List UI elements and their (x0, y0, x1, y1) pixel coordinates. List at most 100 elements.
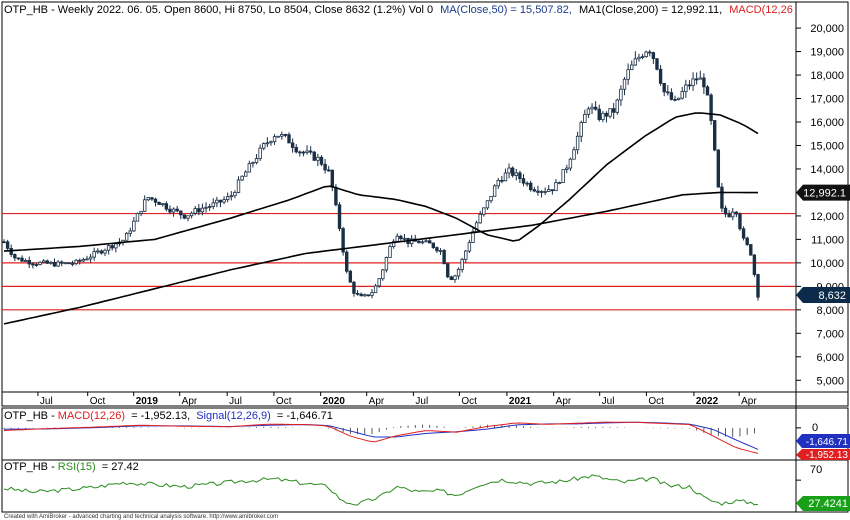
candle (529, 180, 533, 192)
moving-averages (3, 112, 759, 325)
candle-body (471, 231, 475, 243)
candle (355, 290, 360, 296)
candle-body (687, 84, 692, 87)
candle-body (157, 201, 161, 205)
candle-body (731, 211, 735, 218)
candle-body (561, 169, 565, 183)
rsi-line (3, 474, 759, 506)
candle-body (460, 258, 464, 270)
candle (67, 262, 71, 265)
candle (186, 215, 190, 222)
candle (611, 102, 616, 120)
candle (168, 205, 172, 215)
candle (106, 244, 111, 255)
candle (583, 109, 587, 124)
candle-body (565, 167, 569, 171)
candle (251, 161, 255, 168)
moving-average-line (3, 191, 758, 325)
x-tick-label: 2021 (509, 396, 532, 407)
candle-body (611, 108, 616, 113)
candle-body (676, 97, 681, 101)
candle-body (593, 106, 598, 110)
candle-body (752, 254, 757, 275)
candle-body (78, 259, 82, 262)
candle (171, 207, 176, 217)
candle (88, 253, 93, 263)
last-close-badge-label: 8,632 (818, 290, 846, 302)
candle (16, 257, 21, 261)
rsi-panel (1, 459, 849, 513)
candle (287, 132, 291, 144)
candle-body (630, 64, 634, 71)
candle-body (377, 278, 381, 287)
candle (684, 79, 688, 98)
candle (215, 196, 219, 208)
candle-body (478, 213, 482, 224)
candle (676, 97, 681, 101)
footer-credit: Created with AmiBroker - advanced charti… (4, 514, 278, 520)
candle-body (52, 261, 57, 267)
candle (532, 186, 537, 193)
candle (114, 243, 118, 253)
candle (197, 204, 201, 216)
candle (731, 207, 735, 221)
rsi-value-badge-shape (796, 496, 850, 511)
candle-body (168, 208, 172, 213)
candle (673, 95, 677, 102)
candle-body (128, 230, 132, 234)
candle (27, 256, 31, 269)
candle (200, 203, 205, 216)
candle (222, 196, 226, 205)
candle-body (85, 258, 89, 261)
candle (543, 187, 547, 195)
chart-title: OTP_HB - Weekly 2022. 06. 05. Open 8600,… (4, 4, 793, 16)
candle (680, 86, 684, 100)
candle (756, 273, 760, 301)
candle-body (13, 254, 17, 259)
candle-body (579, 122, 583, 137)
candle (716, 149, 721, 188)
candle (738, 212, 742, 231)
candle (637, 53, 641, 62)
candle-body (207, 206, 212, 208)
candle-body (56, 261, 60, 267)
candle (265, 137, 270, 148)
candle (651, 51, 656, 65)
candle (438, 248, 443, 255)
candle-body (49, 261, 53, 264)
candle-body (70, 263, 75, 265)
candle-body (698, 77, 702, 80)
candle-body (391, 240, 396, 247)
candle (727, 210, 731, 218)
x-tick-label: Jul (229, 396, 242, 407)
candle (352, 280, 356, 297)
candle-body (330, 169, 334, 188)
candle-body (193, 208, 197, 214)
candle (720, 182, 724, 213)
x-tick-label: 2019 (136, 396, 159, 407)
candle (453, 274, 457, 283)
y-tick-label: 20,000 (810, 23, 844, 35)
candle (482, 207, 486, 217)
candle (518, 170, 522, 184)
y-tick-label: 14,000 (810, 164, 844, 176)
candle (38, 261, 42, 266)
candle-body (554, 182, 558, 192)
candle-body (189, 212, 194, 217)
candle-body (640, 56, 645, 59)
candle (590, 103, 594, 115)
ma200-label: MA1(Close,200) = 12,992.11, (579, 4, 722, 16)
candle-body (229, 195, 233, 198)
candle (225, 192, 230, 203)
candle (175, 205, 179, 213)
candle (207, 203, 212, 211)
candle (258, 144, 262, 161)
rsi-panel-title: OTP_HB - RSI(15) = 27.42 (4, 461, 139, 473)
candle-body (738, 213, 742, 230)
candle-body (586, 108, 591, 115)
candle (326, 165, 331, 172)
candle-body (713, 120, 717, 151)
candle (655, 58, 659, 71)
candle-body (547, 189, 551, 192)
candle-body (135, 212, 140, 222)
